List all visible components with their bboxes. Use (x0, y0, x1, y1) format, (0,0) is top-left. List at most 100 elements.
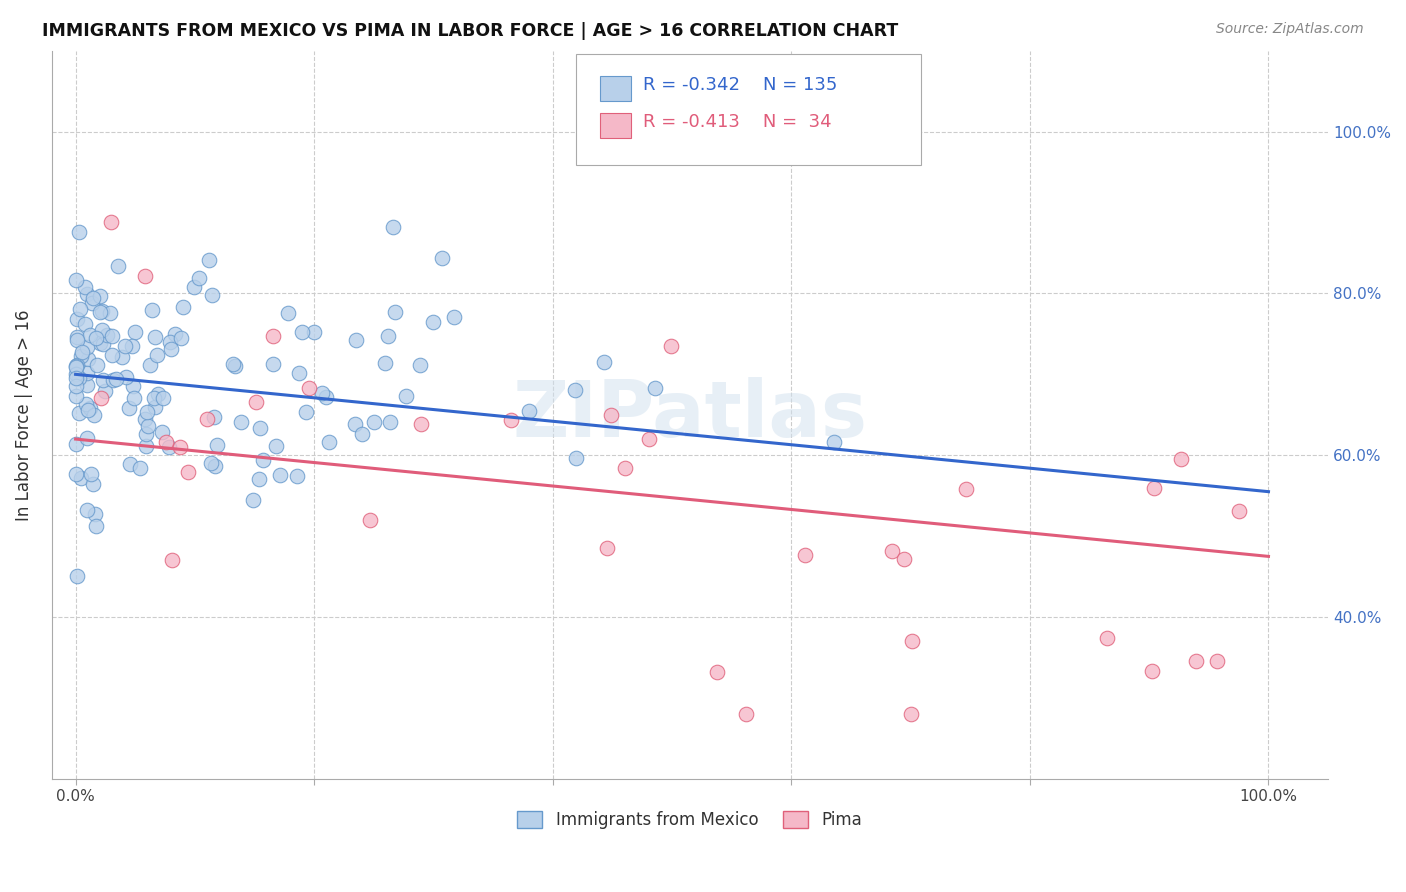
Point (409, 417, 432, 431)
Point (66, 311, 89, 326)
Point (84, 331, 107, 345)
Y-axis label: In Labor Force | Age > 16: In Labor Force | Age > 16 (15, 309, 32, 521)
Point (706, 665, 728, 679)
Point (124, 326, 146, 340)
Point (422, 315, 444, 329)
Point (277, 306, 299, 320)
Point (344, 417, 367, 431)
Point (122, 392, 145, 406)
Point (564, 384, 586, 398)
Point (183, 280, 205, 294)
Point (100, 215, 122, 229)
Point (86, 358, 108, 372)
Point (89, 336, 111, 351)
Point (384, 305, 406, 319)
Point (79, 328, 101, 343)
Point (111, 351, 134, 365)
Point (136, 418, 159, 433)
Point (150, 425, 173, 439)
Point (67, 225, 90, 239)
Point (72, 345, 94, 359)
Point (378, 415, 401, 429)
Point (363, 415, 385, 429)
Point (143, 392, 166, 406)
Point (564, 450, 586, 465)
Point (82, 477, 104, 491)
Point (287, 366, 309, 380)
Point (613, 461, 636, 475)
Point (69, 371, 91, 385)
Point (901, 633, 924, 648)
Point (146, 387, 169, 401)
Point (249, 420, 271, 434)
Point (139, 358, 162, 372)
Point (195, 412, 218, 426)
Point (880, 544, 903, 558)
Point (65, 367, 87, 381)
Point (315, 390, 337, 404)
Point (65, 359, 87, 374)
Point (86, 518, 108, 533)
Point (134, 268, 156, 283)
Point (262, 357, 284, 371)
Point (143, 329, 166, 343)
Point (735, 707, 758, 722)
Point (83, 507, 105, 521)
Point (101, 373, 124, 387)
Point (1206, 654, 1229, 668)
Point (91, 304, 114, 318)
Point (201, 288, 224, 302)
Legend: Immigrants from Mexico, Pima: Immigrants from Mexico, Pima (510, 805, 869, 836)
Point (114, 339, 136, 353)
Point (75, 280, 97, 294)
Point (1095, 631, 1118, 645)
Point (155, 435, 177, 450)
Point (75, 317, 97, 331)
Point (262, 329, 284, 343)
Point (76, 287, 98, 301)
Point (77, 403, 100, 417)
Point (264, 439, 287, 453)
Text: R = -0.413    N =  34: R = -0.413 N = 34 (643, 113, 831, 131)
Point (170, 331, 193, 345)
Point (91, 336, 114, 351)
Point (121, 339, 143, 353)
Point (66, 329, 89, 343)
Point (76, 431, 98, 445)
Point (90, 391, 112, 405)
Point (1170, 451, 1192, 466)
Point (143, 400, 166, 414)
Point (177, 465, 200, 479)
Point (89, 289, 111, 303)
Point (160, 342, 183, 356)
Point (409, 358, 432, 372)
Point (76, 377, 98, 392)
Point (285, 469, 308, 483)
Point (188, 271, 211, 285)
Point (344, 333, 367, 347)
Point (76, 339, 98, 353)
Point (66, 568, 89, 582)
Point (172, 300, 194, 314)
Point (304, 326, 326, 340)
Point (596, 541, 619, 555)
Point (65, 371, 87, 385)
Point (381, 219, 404, 234)
Point (1185, 654, 1208, 668)
Point (1140, 664, 1163, 678)
Point (593, 355, 616, 369)
Point (65, 389, 87, 403)
Point (297, 381, 319, 395)
Point (893, 552, 915, 566)
Point (65, 273, 87, 287)
Point (430, 251, 453, 265)
Point (118, 457, 141, 471)
Point (82, 291, 104, 305)
Point (89, 305, 111, 319)
Point (169, 440, 191, 454)
Point (118, 401, 141, 415)
Point (644, 381, 666, 395)
Point (101, 348, 124, 362)
Point (75, 397, 97, 411)
Point (637, 432, 659, 446)
